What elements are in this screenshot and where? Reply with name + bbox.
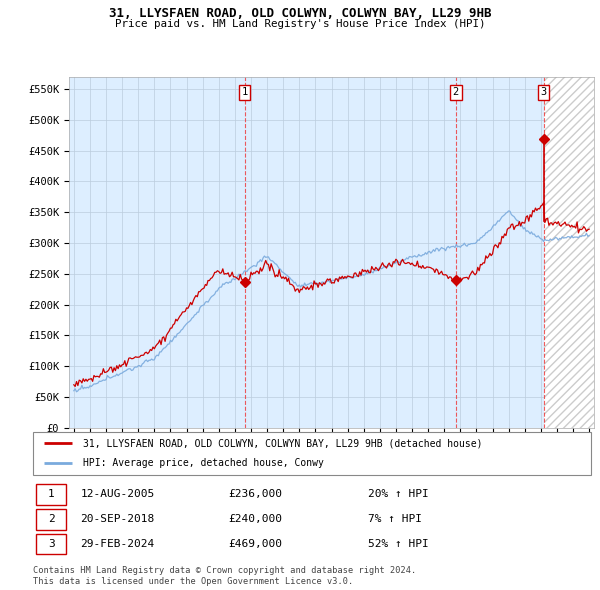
FancyBboxPatch shape [36, 534, 67, 555]
Text: 31, LLYSFAEN ROAD, OLD COLWYN, COLWYN BAY, LL29 9HB (detached house): 31, LLYSFAEN ROAD, OLD COLWYN, COLWYN BA… [83, 438, 483, 448]
Text: This data is licensed under the Open Government Licence v3.0.: This data is licensed under the Open Gov… [33, 577, 353, 586]
Text: 29-FEB-2024: 29-FEB-2024 [80, 539, 155, 549]
Text: 20% ↑ HPI: 20% ↑ HPI [368, 489, 428, 499]
Text: Price paid vs. HM Land Registry's House Price Index (HPI): Price paid vs. HM Land Registry's House … [115, 19, 485, 29]
Text: 3: 3 [48, 539, 55, 549]
Text: 2: 2 [48, 514, 55, 523]
Text: 52% ↑ HPI: 52% ↑ HPI [368, 539, 428, 549]
FancyBboxPatch shape [36, 484, 67, 504]
Text: 7% ↑ HPI: 7% ↑ HPI [368, 514, 422, 523]
Text: 1: 1 [48, 489, 55, 499]
Text: 1: 1 [241, 87, 248, 97]
Text: Contains HM Land Registry data © Crown copyright and database right 2024.: Contains HM Land Registry data © Crown c… [33, 566, 416, 575]
Text: £236,000: £236,000 [229, 489, 283, 499]
Text: 20-SEP-2018: 20-SEP-2018 [80, 514, 155, 523]
Text: £240,000: £240,000 [229, 514, 283, 523]
Text: 2: 2 [453, 87, 459, 97]
Bar [544, 77, 594, 428]
Text: 12-AUG-2005: 12-AUG-2005 [80, 489, 155, 499]
FancyBboxPatch shape [33, 432, 591, 475]
Text: £469,000: £469,000 [229, 539, 283, 549]
Text: 3: 3 [541, 87, 547, 97]
Text: HPI: Average price, detached house, Conwy: HPI: Average price, detached house, Conw… [83, 458, 324, 468]
Text: 31, LLYSFAEN ROAD, OLD COLWYN, COLWYN BAY, LL29 9HB: 31, LLYSFAEN ROAD, OLD COLWYN, COLWYN BA… [109, 7, 491, 20]
FancyBboxPatch shape [36, 509, 67, 529]
